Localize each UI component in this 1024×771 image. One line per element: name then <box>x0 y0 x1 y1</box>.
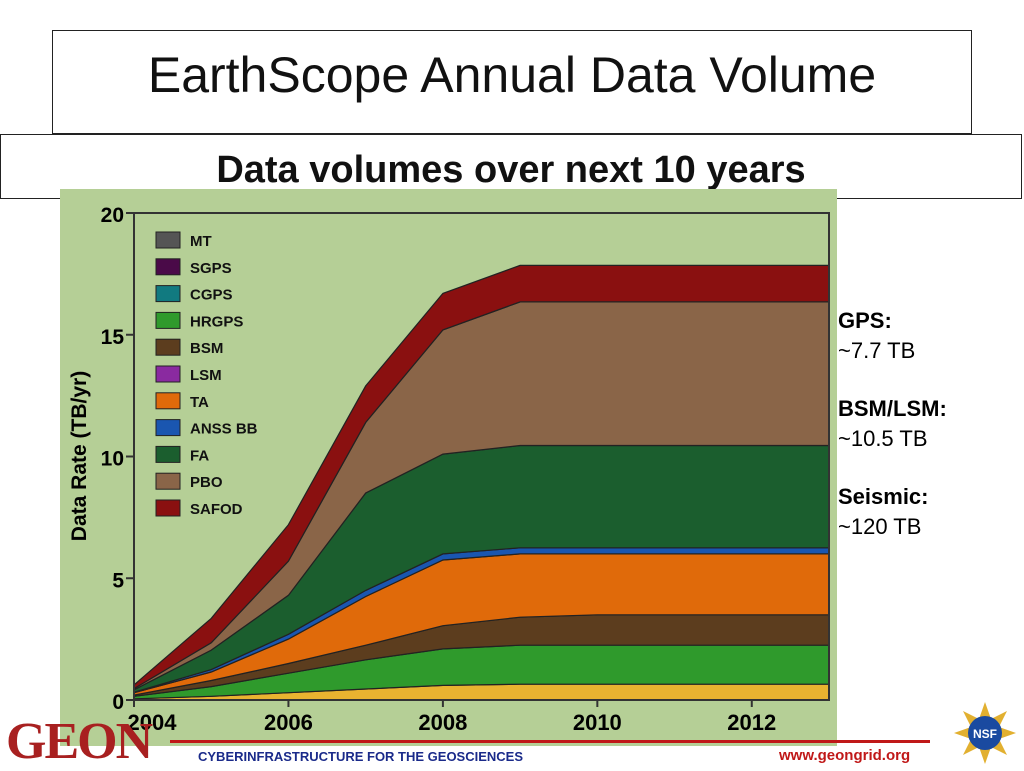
legend-swatch <box>155 472 181 490</box>
geon-logo: GEON <box>6 713 153 770</box>
annotation-bsm-lsm-label: BSM/LSM: <box>838 396 947 421</box>
area-layers <box>133 264 830 701</box>
y-tick-label: 15 <box>101 326 125 349</box>
x-ticks: 2004 2006 2008 2010 2012 <box>128 700 776 735</box>
legend: MT SGPS CGPS HRGPS BSM LSM TA ANSS BB FA PBO SAFOD <box>155 231 258 518</box>
legend-label: BSM <box>190 340 223 357</box>
legend-swatch <box>155 231 181 249</box>
x-tick-label: 2006 <box>264 710 313 735</box>
x-tick-label: 2012 <box>727 710 776 735</box>
legend-label: LSM <box>190 367 222 384</box>
legend-label: FA <box>190 447 209 464</box>
page-subtitle: Data volumes over next 10 years <box>216 149 806 191</box>
legend-swatch <box>155 499 181 517</box>
y-tick-label: 5 <box>112 569 124 592</box>
footer-divider <box>170 740 930 743</box>
footer-url[interactable]: www.geongrid.org <box>779 747 911 764</box>
y-tick-label: 0 <box>112 691 124 714</box>
legend-label: SAFOD <box>190 501 243 518</box>
y-ticks: 0 5 10 15 20 <box>101 204 134 714</box>
legend-label: PBO <box>190 474 223 491</box>
legend-swatch <box>155 419 181 437</box>
nsf-logo-text: NSF <box>973 727 997 741</box>
y-tick-label: 20 <box>101 204 124 227</box>
x-tick-label: 2004 <box>128 710 178 735</box>
legend-swatch <box>155 311 181 329</box>
x-tick-label: 2010 <box>573 710 622 735</box>
x-tick-label: 2008 <box>418 710 467 735</box>
annotation-bsm-lsm-value: ~10.5 TB <box>838 426 928 451</box>
legend-swatch <box>155 392 181 410</box>
y-tick-label: 10 <box>101 448 124 471</box>
annotation-gps-value: ~7.7 TB <box>838 338 916 363</box>
page-title: EarthScope Annual Data Volume <box>147 47 877 103</box>
title-box: EarthScope Annual Data Volume <box>52 30 972 134</box>
chart-panel: 0 5 10 15 20 2004 2006 2008 2010 2012 MT SGPS CGPS… <box>60 189 837 746</box>
annotations: GPS: ~7.7 TB BSM/LSM: ~10.5 TB Seismic: … <box>838 306 1018 542</box>
legend-swatch <box>155 365 181 383</box>
annotation-seismic-value: ~120 TB <box>838 514 922 539</box>
legend-swatch <box>155 258 181 276</box>
legend-label: MT <box>190 233 212 250</box>
legend-swatch <box>155 338 181 356</box>
nsf-logo: NSF <box>954 702 1016 764</box>
area-chart: 0 5 10 15 20 2004 2006 2008 2010 2012 MT SGPS CGPS… <box>68 204 830 735</box>
legend-swatch <box>155 285 181 303</box>
legend-label: HRGPS <box>190 313 243 330</box>
annotation-seismic-label: Seismic: <box>838 484 929 509</box>
y-axis-label: Data Rate (TB/yr) <box>68 371 91 541</box>
legend-label: TA <box>190 394 209 411</box>
subtitle-box: Data volumes over next 10 years <box>0 134 1022 199</box>
legend-label: CGPS <box>190 287 233 304</box>
legend-label: SGPS <box>190 260 232 277</box>
legend-swatch <box>155 445 181 463</box>
legend-label: ANSS BB <box>190 421 258 438</box>
footer-tagline: CYBERINFRASTRUCTURE FOR THE GEOSCIENCES <box>198 749 524 764</box>
annotation-gps-label: GPS: <box>838 308 892 333</box>
